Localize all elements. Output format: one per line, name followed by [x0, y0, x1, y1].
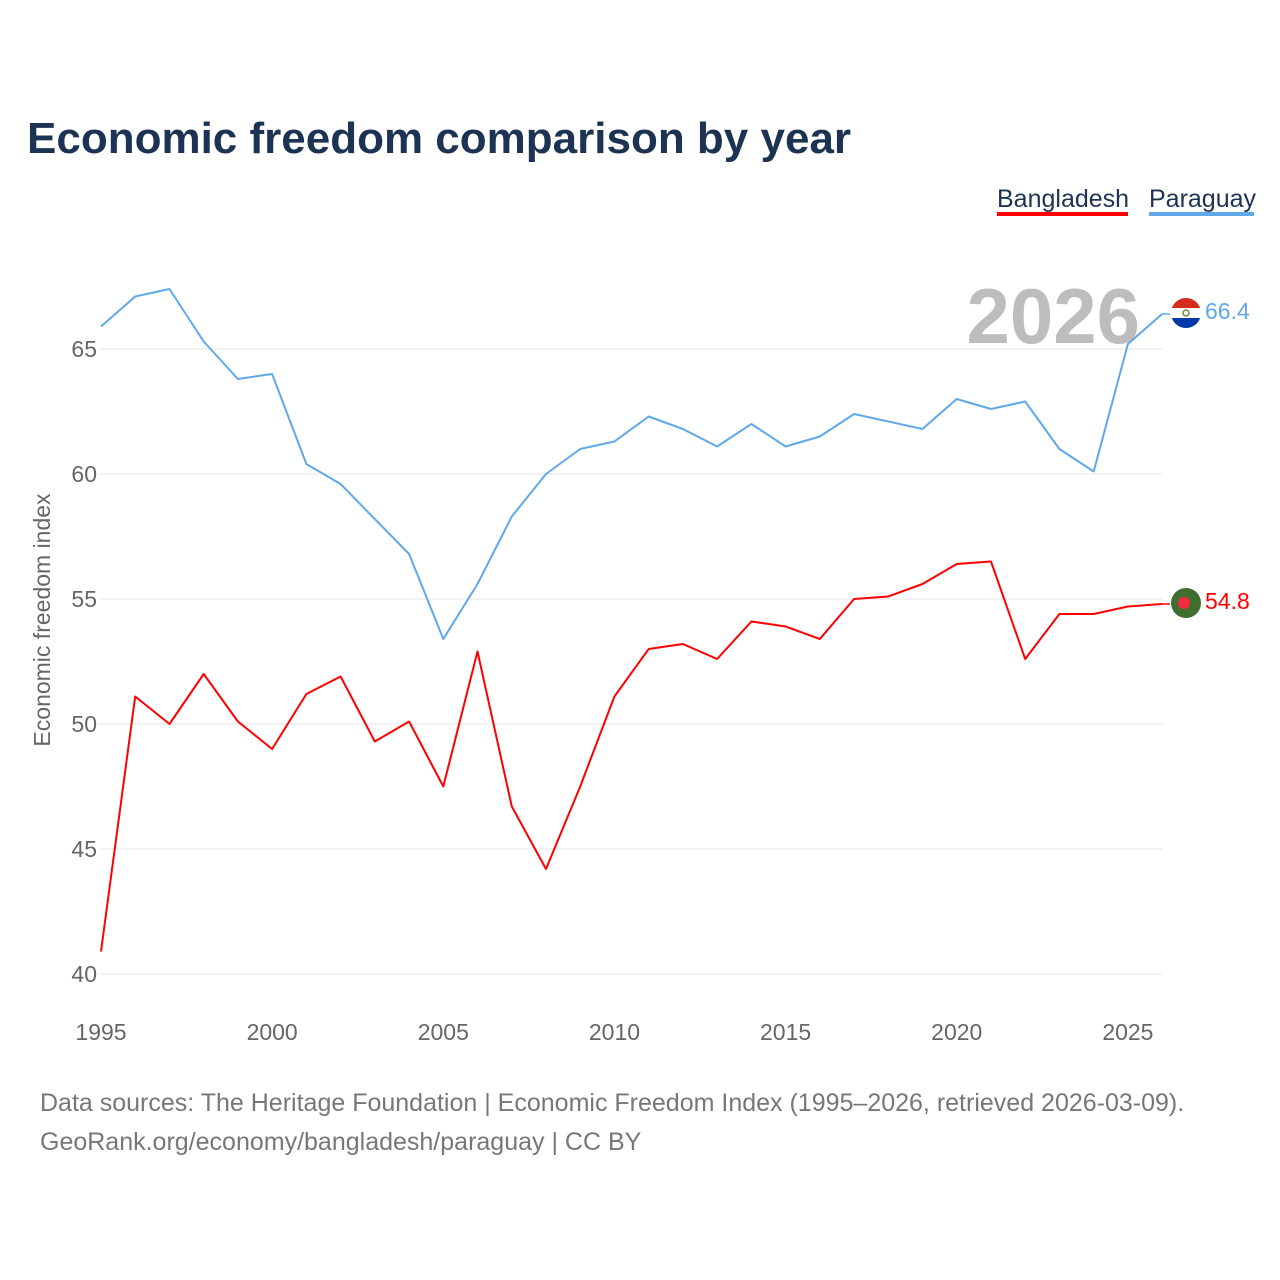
y-tick-label: 40 — [71, 961, 97, 987]
legend-swatch-bangladesh — [997, 212, 1128, 216]
y-ticks: 40 45 50 55 60 65 — [71, 336, 97, 987]
x-tick-label: 2015 — [760, 1019, 811, 1045]
y-tick-label: 45 — [71, 836, 97, 862]
series-lines — [100, 288, 1170, 952]
y-tick-label: 55 — [71, 586, 97, 612]
series-line-bangladesh — [100, 560, 1163, 952]
y-axis-label: Economic freedom index — [29, 493, 55, 747]
legend: Bangladesh Paraguay — [997, 185, 1257, 216]
footer-link[interactable]: GeoRank.org/economy/bangladesh/paraguay … — [40, 1128, 642, 1156]
y-tick-label: 50 — [71, 711, 97, 737]
grid — [100, 348, 1162, 975]
x-tick-label: 2025 — [1102, 1019, 1153, 1045]
x-tick-label: 2000 — [247, 1019, 298, 1045]
paraguay-flag-icon — [1171, 298, 1201, 328]
legend-paraguay[interactable]: Paraguay — [1149, 185, 1257, 213]
paraguay-end-value: 66.4 — [1205, 298, 1250, 324]
footer-source: Data sources: The Heritage Foundation | … — [40, 1089, 1184, 1117]
legend-swatch-paraguay — [1149, 212, 1254, 216]
x-tick-label: 2005 — [418, 1019, 469, 1045]
series-line-paraguay — [100, 288, 1163, 640]
y-tick-label: 65 — [71, 336, 97, 362]
x-ticks: 1995 2000 2005 2010 2015 2020 2025 — [75, 1019, 1153, 1045]
current-year-label: 2026 — [966, 272, 1140, 360]
x-tick-label: 2010 — [589, 1019, 640, 1045]
bangladesh-flag-icon — [1171, 588, 1201, 618]
legend-bangladesh[interactable]: Bangladesh — [997, 185, 1129, 213]
chart-title: Economic freedom comparison by year — [27, 114, 851, 163]
y-tick-label: 60 — [71, 461, 97, 487]
x-tick-label: 1995 — [75, 1019, 126, 1045]
bangladesh-end-value: 54.8 — [1205, 588, 1250, 614]
x-tick-label: 2020 — [931, 1019, 982, 1045]
